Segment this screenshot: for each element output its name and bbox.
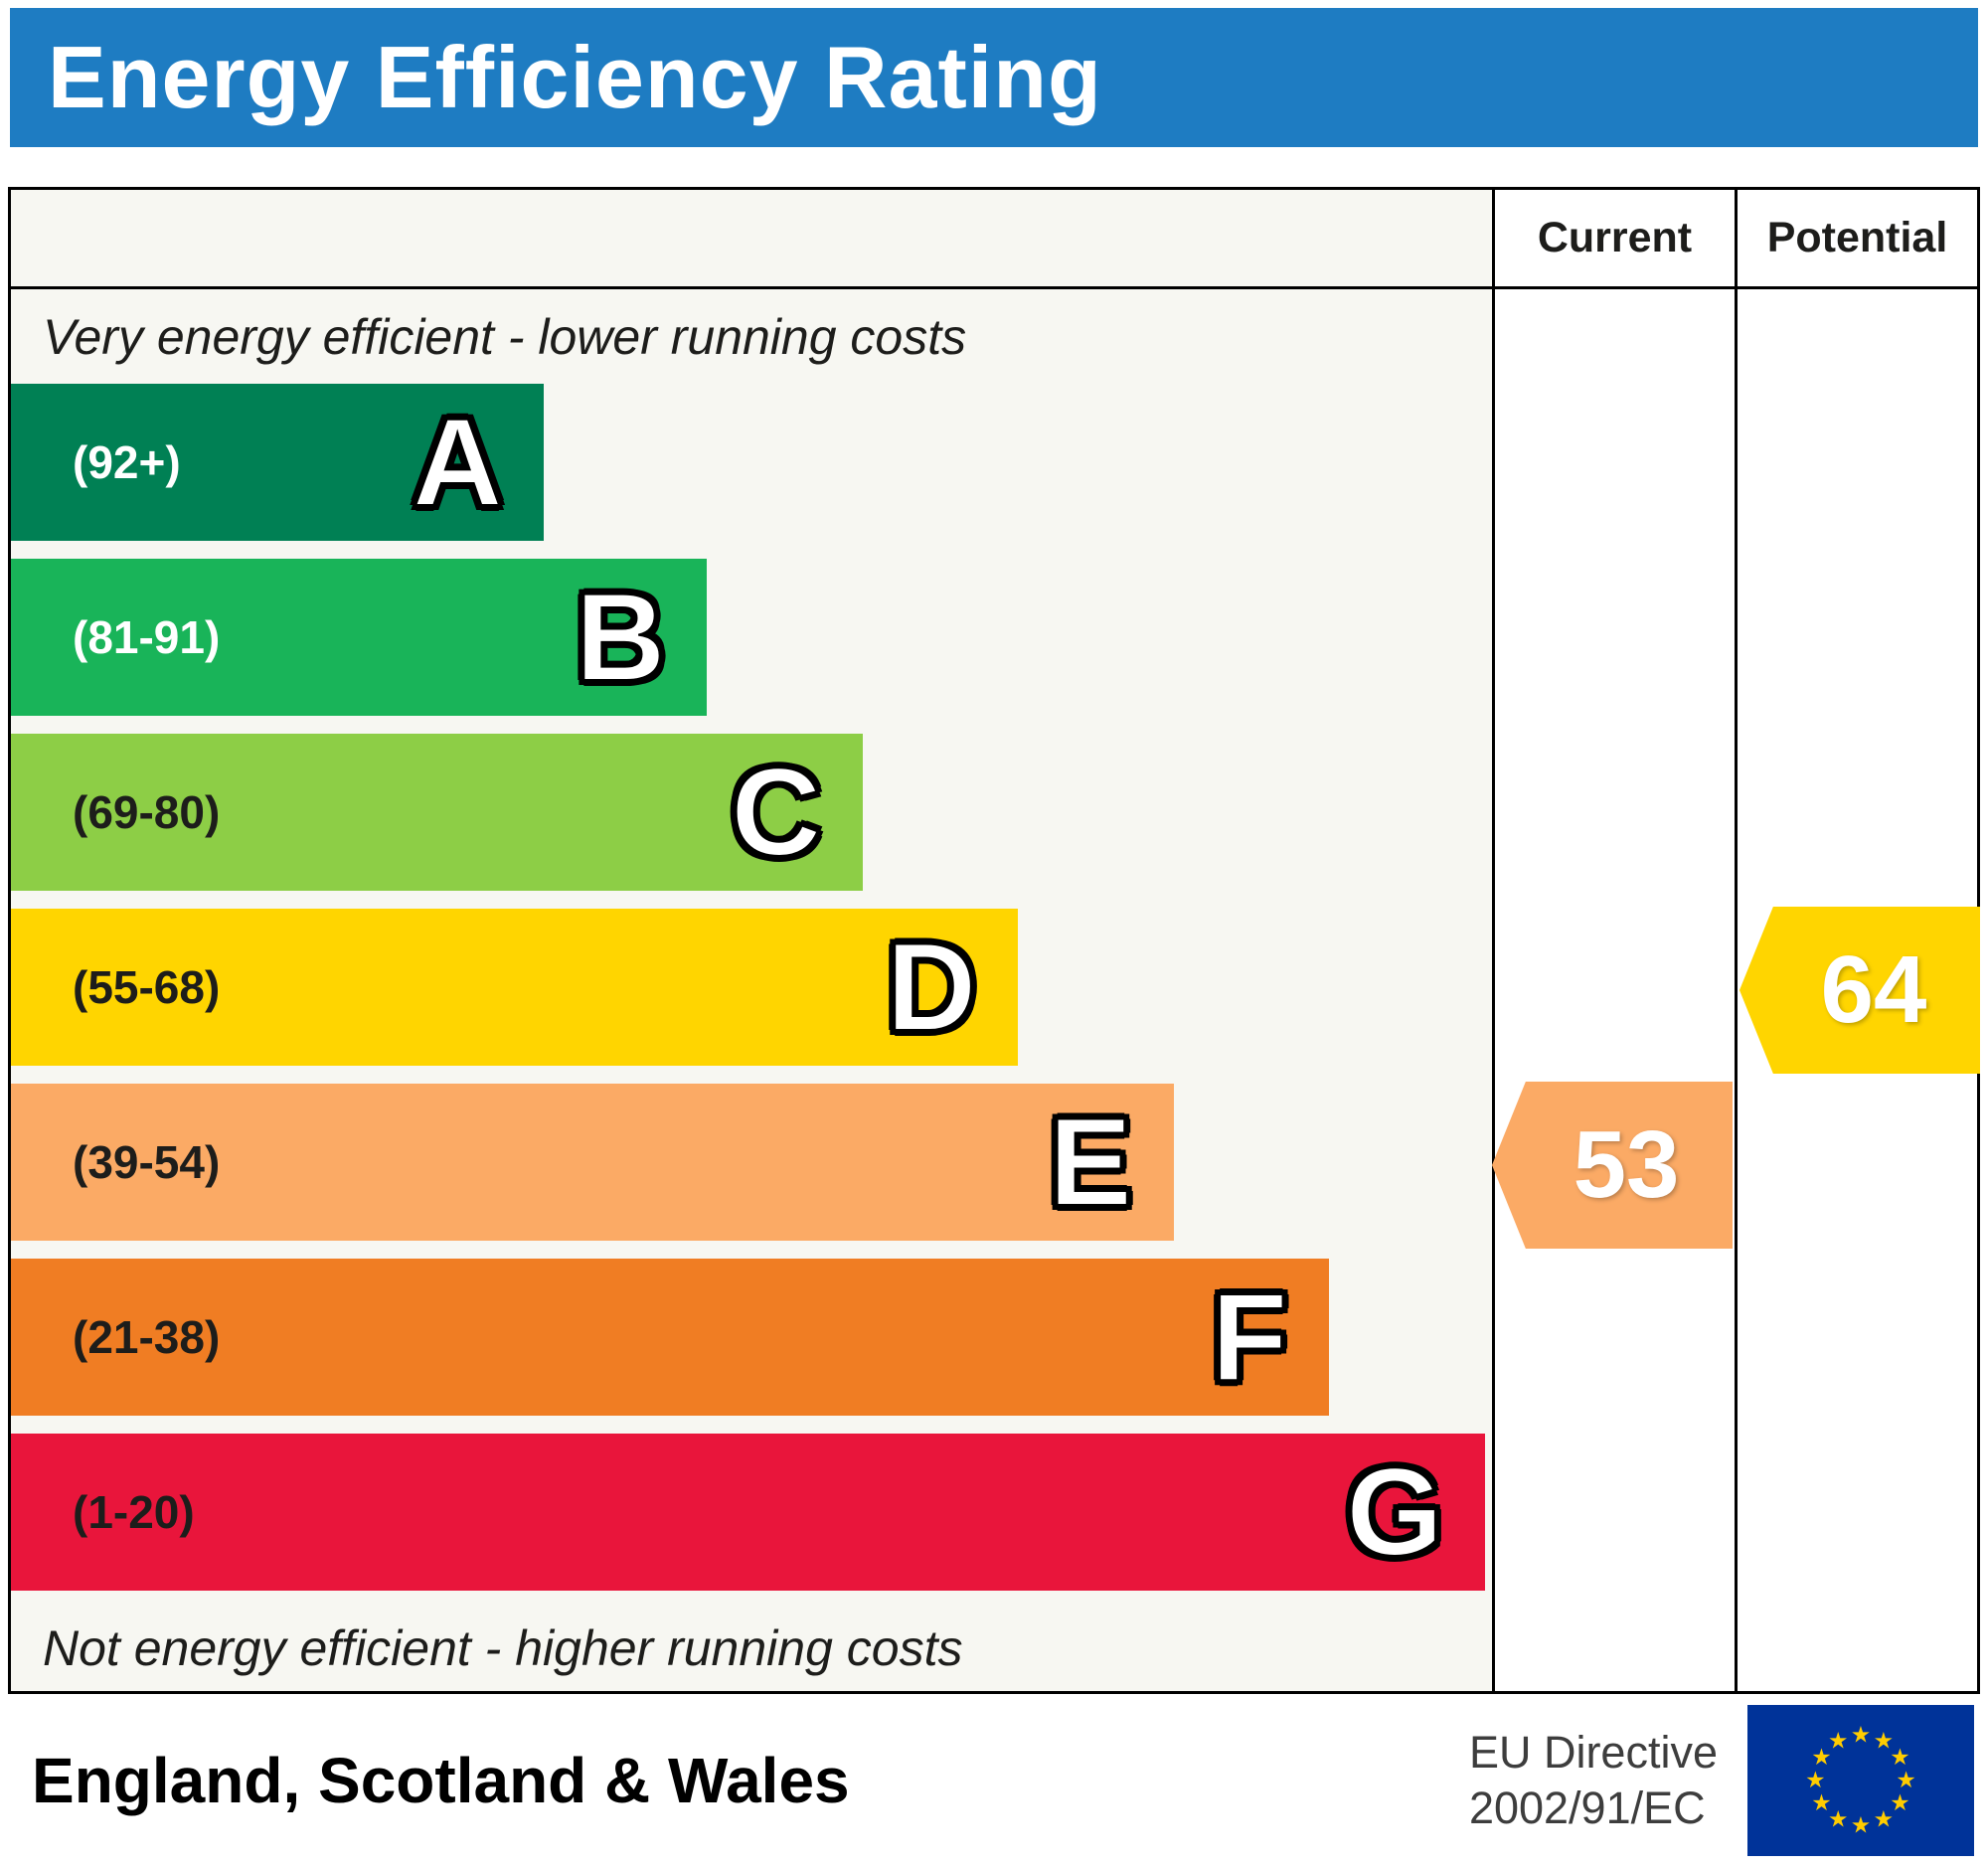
svg-text:★: ★ [1828,1728,1848,1754]
band-g-letter: G [1345,1443,1443,1582]
svg-text:★: ★ [1890,1790,1909,1816]
band-g-range-label: (1-20) [73,1486,195,1538]
rating-table: Current Potential Very energy efficient … [8,187,1980,1694]
svg-text:★: ★ [1851,1722,1871,1748]
page-title: Energy Efficiency Rating [48,28,1102,126]
band-f-letter: F [1211,1268,1288,1407]
band-row-d: (55-68) D [11,909,1492,1084]
eu-directive-label: EU Directive 2002/91/EC [1469,1725,1718,1837]
eu-flag-icon: ★ ★ ★ ★ ★ ★ ★ ★ ★ ★ ★ ★ [1747,1705,1974,1856]
potential-column-header: Potential [1735,190,1977,289]
top-note: Very energy efficient - lower running co… [43,308,967,365]
band-c-letter: C [730,743,821,882]
current-column-header: Current [1492,190,1735,289]
region-label: England, Scotland & Wales [32,1745,850,1816]
footer: England, Scotland & Wales EU Directive 2… [8,1694,1980,1867]
svg-text:★: ★ [1851,1813,1871,1839]
svg-text:★: ★ [1811,1790,1831,1816]
band-f-bar: (21-38) F [11,1259,1330,1416]
chart-header-spacer [11,190,1492,289]
band-row-c: (69-80) C [11,734,1492,909]
band-f-range-label: (21-38) [73,1311,221,1363]
band-a-letter: A [412,393,503,532]
band-b-bar: (81-91) B [11,559,708,716]
band-e-letter: E [1048,1093,1132,1232]
band-e-range-label: (39-54) [73,1136,221,1188]
band-e-bar: (39-54) E [11,1084,1174,1241]
svg-text:★: ★ [1828,1807,1848,1833]
band-row-g: (1-20) G [11,1434,1492,1609]
current-rating-value: 53 [1573,1111,1680,1218]
band-row-b: (81-91) B [11,559,1492,734]
band-b-letter: B [575,568,666,707]
svg-text:★: ★ [1896,1768,1915,1793]
band-c-bar: (69-80) C [11,734,863,891]
band-b-range-label: (81-91) [73,611,221,663]
eu-directive-line2: 2002/91/EC [1468,1782,1706,1833]
band-a-bar: (92+) A [11,384,545,541]
band-row-f: (21-38) F [11,1259,1492,1434]
band-g-bar: (1-20) G [11,1434,1485,1591]
title-bar: Energy Efficiency Rating [10,8,1978,147]
current-rating-arrow: 53 [1492,1082,1733,1249]
svg-text:★: ★ [1874,1807,1894,1833]
bands-list: (92+) A (81-91) B (69-80) C [11,384,1492,1609]
svg-text:★: ★ [1874,1728,1894,1754]
svg-text:★: ★ [1890,1745,1909,1771]
band-c-range-label: (69-80) [73,786,221,838]
bands-column: Very energy efficient - lower running co… [11,289,1492,1691]
band-a-range-label: (92+) [73,436,181,488]
svg-text:★: ★ [1805,1768,1825,1793]
current-column [1492,289,1735,1691]
svg-text:★: ★ [1811,1745,1831,1771]
band-row-e: (39-54) E [11,1084,1492,1259]
eu-directive-line1: EU Directive [1468,1726,1718,1778]
potential-rating-arrow: 64 [1740,907,1980,1074]
band-d-bar: (55-68) D [11,909,1019,1066]
band-d-letter: D [886,918,977,1057]
band-row-a: (92+) A [11,384,1492,559]
band-d-range-label: (55-68) [73,961,221,1013]
potential-rating-value: 64 [1820,936,1927,1043]
bottom-note: Not energy efficient - higher running co… [43,1620,963,1676]
